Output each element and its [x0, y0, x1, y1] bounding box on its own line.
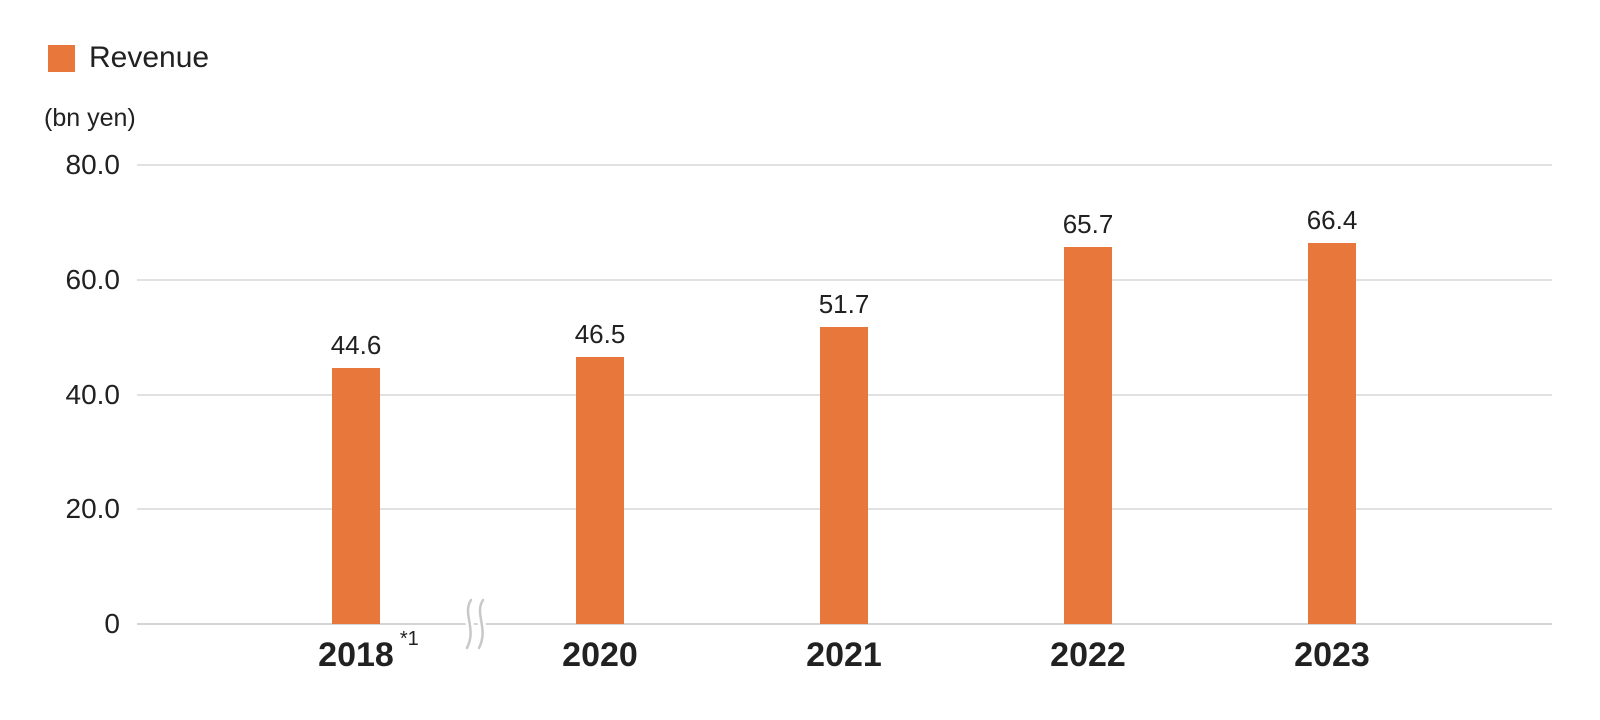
bar-2022	[1064, 247, 1112, 624]
x-axis-label-2023: 2023	[1182, 633, 1482, 677]
x-axis-label-2018: 2018 *1	[206, 628, 506, 677]
y-axis-tick-label-40.0: 40.0	[65, 378, 121, 410]
x-axis-label-2022: 2022	[938, 633, 1238, 677]
y-axis-tick-label-0: 0	[104, 608, 120, 639]
gridline-60.0	[137, 278, 1552, 281]
bar-value-label-2022: 65.7	[1062, 209, 1114, 240]
bar-value-label-2021: 51.7	[818, 289, 870, 320]
bar-value-label-2020: 46.5	[574, 319, 626, 350]
gridline-0	[137, 623, 1552, 625]
x-axis-year-text: 2018 *1	[318, 628, 419, 674]
bar-2018	[332, 368, 380, 624]
plot-area: 44.6 46.5 51.7 65.7 66.4	[137, 164, 1552, 625]
x-axis-label-2020: 2020	[450, 633, 750, 677]
legend: Revenue	[48, 42, 209, 74]
bar-2021	[820, 327, 868, 624]
x-axis-year-text: 2023	[1294, 636, 1370, 674]
x-axis-year-text: 2020	[562, 636, 638, 674]
axis-break-icon	[463, 596, 487, 652]
legend-swatch-revenue	[48, 44, 75, 72]
bar-2020	[576, 357, 624, 624]
bar-value-label-2018: 44.6	[330, 330, 382, 361]
y-axis-tick-label-20.0: 20.0	[65, 493, 121, 525]
x-axis-year-text: 2021	[806, 636, 882, 674]
x-axis-footnote-marker: *1	[399, 628, 419, 650]
x-axis-year-text: 2022	[1050, 636, 1126, 674]
legend-label: Revenue	[89, 41, 210, 74]
x-axis-label-2021: 2021	[694, 633, 994, 677]
y-axis-unit-label: (bn yen)	[44, 104, 136, 132]
y-axis-tick-label-80.0: 80.0	[65, 149, 121, 180]
gridline-80.0	[137, 164, 1552, 166]
y-axis-tick-label-60.0: 60.0	[65, 263, 121, 295]
bar-2023	[1308, 243, 1356, 624]
bar-value-label-2023: 66.4	[1306, 205, 1358, 236]
